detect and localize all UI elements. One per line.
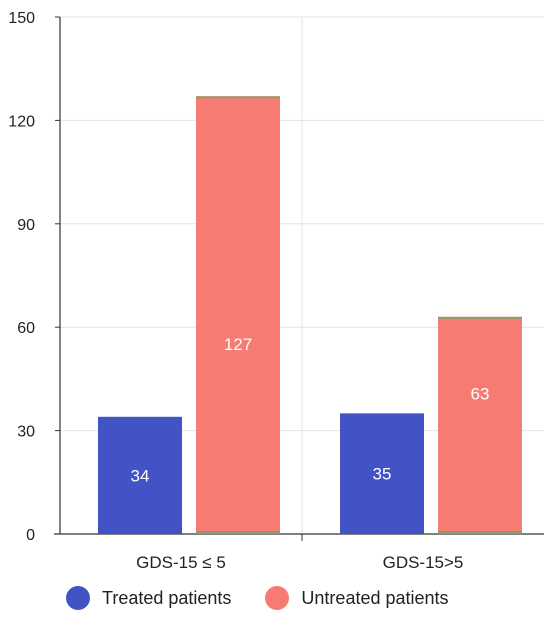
legend-item-untreated: Untreated patients: [265, 586, 449, 610]
y-axis-ticks: 0 30 60 90 120 150: [8, 10, 35, 544]
legend-label-untreated: Untreated patients: [301, 587, 449, 608]
legend-swatch-treated: [66, 586, 90, 610]
bar-bottom-edge: [438, 531, 522, 534]
bar-treated: [340, 413, 424, 534]
category-labels: GDS-15 ≤ 5 GDS-15>5: [136, 553, 463, 572]
y-tick-label: 90: [17, 217, 35, 234]
data-labels: 34 127 35 63: [131, 335, 490, 485]
bar-top-edge: [196, 96, 280, 99]
y-tick-label: 60: [17, 320, 35, 337]
y-tick-label: 0: [26, 527, 35, 544]
bar-bottom-edge: [196, 531, 280, 534]
x-category-label: GDS-15>5: [383, 553, 464, 572]
legend-swatch-untreated: [265, 586, 290, 610]
bars: [98, 96, 522, 535]
bar-untreated: [438, 316, 522, 534]
legend: Treated patients Untreated patients: [66, 586, 483, 610]
y-tick-label: 30: [17, 424, 35, 441]
bar-untreated: [196, 96, 280, 535]
bar-treated: [98, 416, 182, 534]
y-tick-label: 150: [8, 10, 35, 27]
legend-item-treated: Treated patients: [66, 586, 231, 610]
bar-treated-value-label: 34: [131, 466, 150, 485]
x-category-label: GDS-15 ≤ 5: [136, 553, 226, 572]
y-tick-label: 120: [8, 113, 35, 130]
bar-top-edge: [438, 316, 522, 319]
bar-untreated-value-label: 63: [471, 384, 490, 403]
legend-label-treated: Treated patients: [102, 587, 232, 608]
bar-treated-value-label: 35: [373, 465, 392, 484]
bar-untreated-value-label: 127: [224, 335, 252, 354]
